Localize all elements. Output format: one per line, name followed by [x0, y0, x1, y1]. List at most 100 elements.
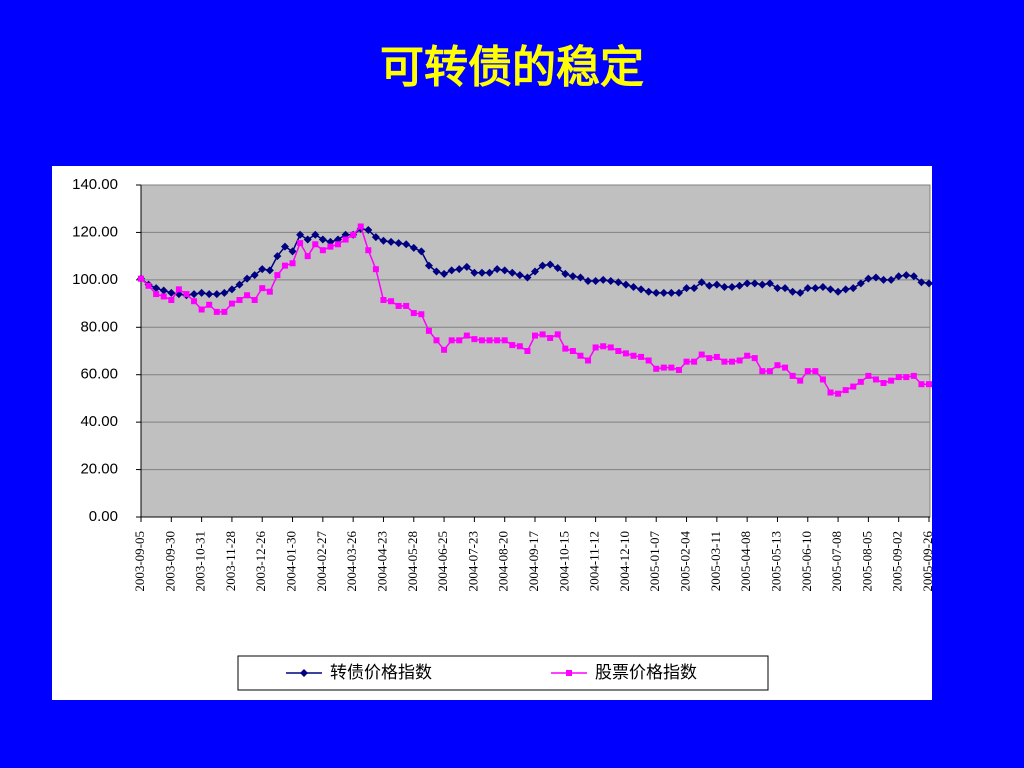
axes: 0.00 20.00 40.00 60.00 80.00 100.00 120.00 140.…: [72, 176, 935, 592]
data-point: [303, 235, 312, 244]
data-point: [486, 337, 493, 344]
data-point: [599, 275, 608, 284]
legend-box: [237, 655, 769, 691]
x-tick-label: 2004-02-27: [314, 531, 329, 592]
data-point: [614, 278, 623, 287]
data-point: [418, 311, 425, 318]
slide-title: 可转债的稳定: [380, 42, 644, 93]
data-point: [744, 352, 751, 359]
data-point: [251, 297, 258, 304]
data-point: [842, 387, 849, 394]
data-point: [849, 284, 858, 293]
data-point: [138, 275, 144, 282]
series: [138, 223, 932, 397]
data-point: [569, 348, 576, 354]
data-point: [425, 327, 432, 334]
data-point: [485, 268, 494, 277]
data-point: [516, 343, 523, 350]
x-tick-label: 2004-09-17: [526, 531, 541, 592]
data-point: [653, 365, 660, 372]
data-point: [501, 337, 508, 344]
data-point: [819, 376, 826, 383]
data-point: [500, 266, 509, 275]
data-point: [288, 247, 297, 256]
data-point: [856, 279, 865, 288]
data-point: [244, 292, 251, 299]
x-tick-label: 2005-06-10: [799, 531, 814, 592]
data-point: [720, 282, 729, 291]
data-point: [691, 358, 698, 365]
data-point: [493, 265, 502, 274]
data-point: [622, 350, 629, 357]
data-point: [228, 300, 235, 307]
x-tick-label: 2005-01-07: [647, 531, 662, 592]
data-point: [371, 233, 380, 242]
data-point: [698, 351, 705, 358]
data-point: [342, 236, 349, 243]
data-point: [706, 355, 713, 362]
x-tick-label: 2004-03-26: [344, 531, 359, 592]
data-point: [917, 278, 926, 287]
data-point: [538, 261, 547, 270]
data-point: [318, 235, 327, 244]
data-point: [812, 368, 819, 375]
data-point: [796, 288, 805, 297]
data-point: [659, 288, 668, 297]
data-point: [274, 272, 281, 279]
data-point: [797, 377, 804, 384]
y-tick-label: 120.00: [72, 223, 118, 240]
data-point: [168, 297, 175, 304]
data-point: [463, 332, 470, 339]
data-point: [850, 383, 857, 390]
data-point: [547, 334, 554, 341]
data-point: [153, 291, 160, 298]
data-point: [183, 291, 190, 298]
data-point: [300, 669, 308, 677]
data-point: [857, 378, 864, 385]
x-tick-label: 2005-05-13: [768, 531, 783, 592]
data-point: [879, 275, 888, 284]
data-point: [871, 273, 880, 282]
data-point: [212, 290, 221, 299]
data-point: [765, 279, 774, 288]
data-point: [509, 342, 516, 349]
data-point: [713, 353, 720, 360]
data-point: [568, 272, 577, 281]
data-point: [894, 272, 903, 281]
x-tick-label: 2005-08-05: [859, 531, 874, 592]
data-point: [697, 278, 706, 287]
y-tick-label: 140.00: [72, 176, 118, 193]
data-point: [470, 268, 479, 277]
data-point: [743, 279, 752, 288]
data-point: [789, 372, 796, 379]
data-point: [281, 262, 288, 269]
data-point: [811, 284, 820, 293]
x-tick-label: 2005-09-26: [920, 531, 935, 592]
data-point: [561, 269, 570, 278]
data-point: [297, 240, 304, 247]
data-point: [403, 302, 410, 309]
data-point: [728, 282, 736, 291]
x-tick-label: 2003-12-26: [253, 531, 268, 592]
data-point: [258, 265, 267, 274]
data-point: [827, 389, 834, 396]
data-point: [198, 306, 205, 313]
data-point: [729, 358, 735, 365]
data-point: [577, 352, 584, 359]
data-point: [357, 223, 364, 230]
data-point: [584, 277, 593, 286]
data-point: [926, 381, 932, 388]
data-point: [213, 308, 220, 315]
data-point: [880, 380, 887, 387]
data-point: [350, 231, 357, 238]
data-point: [546, 260, 555, 269]
data-point: [591, 277, 600, 286]
data-point: [395, 302, 402, 309]
data-point: [379, 236, 388, 245]
data-point: [910, 372, 917, 379]
data-point: [667, 288, 676, 297]
data-point: [456, 337, 463, 344]
data-point: [895, 374, 902, 381]
data-point: [675, 366, 682, 373]
